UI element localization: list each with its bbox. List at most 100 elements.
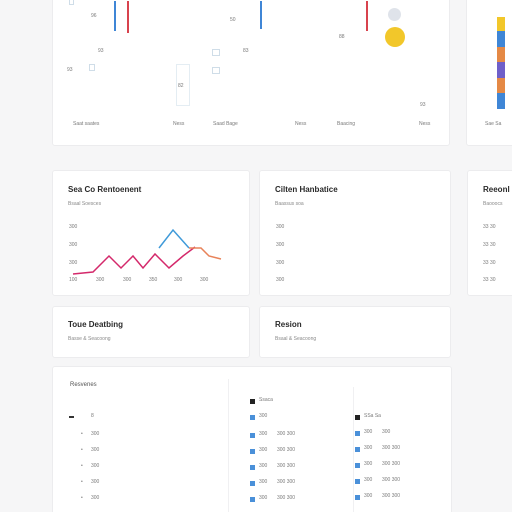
- series-orange-line: [189, 247, 222, 260]
- card-title: Cilten Hanbatice: [275, 185, 338, 194]
- checkbox-icon[interactable]: [250, 465, 255, 470]
- list-item[interactable]: 300: [249, 413, 339, 421]
- y-tick: 300: [276, 242, 285, 248]
- checkbox-icon[interactable]: [355, 479, 360, 484]
- list-item[interactable]: • 300: [67, 431, 147, 439]
- cell-value: 300: [364, 445, 373, 451]
- cell-value: 300: [382, 429, 391, 435]
- card-subtitle: Basse & Seacoong: [68, 336, 111, 342]
- y-tick: 300: [69, 242, 78, 248]
- tour-card: Toue Deatbing Basse & Seacoong: [52, 306, 250, 358]
- cell-bullet: •: [81, 479, 83, 485]
- placeholder-marker: [212, 49, 220, 56]
- list-header: SSa Sa: [354, 413, 444, 421]
- y-tick: 33 30: [483, 242, 496, 248]
- value-label: 93: [420, 102, 426, 108]
- column-header: Ssaca: [259, 397, 273, 403]
- checkbox-icon[interactable]: [250, 481, 255, 486]
- cities-card: Cilten Hanbatice Baassus soa 300 300 300…: [259, 170, 451, 296]
- checkbox-icon[interactable]: [250, 433, 255, 438]
- value-label: 96: [91, 13, 97, 19]
- list-header: Ssaca: [249, 397, 339, 405]
- value-label: 93: [98, 48, 104, 54]
- checkbox-icon[interactable]: [250, 449, 255, 454]
- list-item[interactable]: 300 300 300: [249, 463, 339, 471]
- value-label: 88: [339, 34, 345, 40]
- cell-value: 300: [259, 479, 268, 485]
- x-tick: 350: [149, 277, 158, 283]
- cell-value: 300: [259, 431, 268, 437]
- cell-value: 300: [91, 463, 100, 469]
- checkbox-icon[interactable]: [250, 399, 255, 404]
- list-item[interactable]: 300 300 300: [354, 493, 444, 501]
- cell-value: 300: [364, 461, 373, 467]
- cell-bullet: •: [81, 495, 83, 501]
- value-label: 50: [230, 17, 236, 23]
- cell-value: 300: [91, 431, 100, 437]
- list-item[interactable]: 300 300: [354, 429, 444, 437]
- card-title: Resion: [275, 320, 302, 329]
- cell-value: 300 300: [382, 477, 401, 483]
- list-item[interactable]: 300 300 300: [249, 431, 339, 439]
- column-header: SSa Sa: [364, 413, 381, 419]
- axis-label: Baacing: [337, 121, 356, 127]
- card-title: Sea Co Rentoenent: [68, 185, 142, 194]
- checkbox-icon[interactable]: [250, 497, 255, 502]
- list-item[interactable]: 8: [67, 413, 147, 421]
- list-item[interactable]: 300 300 300: [249, 447, 339, 455]
- list-column-2: Ssaca 300 300 300 300 300 300 300 300 300 3…: [249, 397, 339, 512]
- axis-label: Ness: [295, 121, 307, 127]
- value-label: 82: [178, 83, 184, 89]
- list-item[interactable]: 300 300 300: [249, 495, 339, 503]
- scatter-point: [385, 27, 405, 47]
- chart-bar: [260, 1, 262, 29]
- top-chart-panel: 96 93 50 83 88 93 93 82 Saat saates Ness…: [52, 0, 450, 146]
- card-subtitle: Bsaal & Seacoong: [275, 336, 317, 342]
- list-item[interactable]: • 300: [67, 447, 147, 455]
- placeholder-marker: [69, 0, 74, 5]
- top-right-legend-card: Sae Sa: [466, 0, 512, 146]
- list-column-3: SSa Sa 300 300 300 300 300 300 300 300 300 3…: [354, 413, 444, 512]
- right-mid-card: Reeonl Baooocs 33 30 33 30 33 30 33 30: [467, 170, 512, 296]
- checkbox-icon[interactable]: [355, 447, 360, 452]
- legend-label: Sae Sa: [485, 121, 502, 127]
- list-item[interactable]: 300 300 300: [354, 477, 444, 485]
- list-item[interactable]: • 300: [67, 463, 147, 471]
- y-tick: 33 30: [483, 277, 496, 283]
- x-tick: 300: [174, 277, 183, 283]
- list-item[interactable]: 300 300 300: [354, 445, 444, 453]
- series-blue-line: [158, 228, 190, 249]
- card-subtitle: Bsaal Soesces: [68, 201, 102, 207]
- card-subtitle: Baassus soa: [275, 201, 304, 207]
- cell-value: 300 300: [277, 479, 296, 485]
- checkbox-icon[interactable]: [355, 415, 360, 420]
- list-item[interactable]: • 300: [67, 479, 147, 487]
- line-chart: [72, 228, 222, 275]
- axis-label: Saat saates: [73, 121, 100, 127]
- checkbox-icon[interactable]: [355, 495, 360, 500]
- list-item[interactable]: • 300: [67, 495, 147, 503]
- cell-value: 300 300: [277, 463, 296, 469]
- panel-heading: Resvenes: [70, 382, 97, 388]
- y-tick: 300: [276, 260, 285, 266]
- placeholder-marker: [176, 64, 190, 106]
- y-tick: 33 30: [483, 260, 496, 266]
- checkbox-icon[interactable]: [250, 415, 255, 420]
- color-legend-strip: [497, 17, 505, 109]
- list-item[interactable]: 300 300 300: [354, 461, 444, 469]
- cell-value: 300: [364, 429, 373, 435]
- list-item[interactable]: 300 300 300: [249, 479, 339, 487]
- cell-value: 300: [259, 413, 268, 419]
- x-tick: 300: [200, 277, 209, 283]
- card-title: Reeonl: [483, 185, 510, 194]
- y-tick: 300: [276, 224, 285, 230]
- card-title: Toue Deatbing: [68, 320, 123, 329]
- checkbox-icon[interactable]: [355, 431, 360, 436]
- placeholder-marker: [212, 67, 220, 74]
- cell-value: 300 300: [382, 461, 401, 467]
- cell-value: 300 300: [382, 493, 401, 499]
- x-tick: 300: [123, 277, 132, 283]
- checkbox-icon[interactable]: [355, 463, 360, 468]
- cell-value: 300 300: [277, 495, 296, 501]
- cell-value: 300: [364, 493, 373, 499]
